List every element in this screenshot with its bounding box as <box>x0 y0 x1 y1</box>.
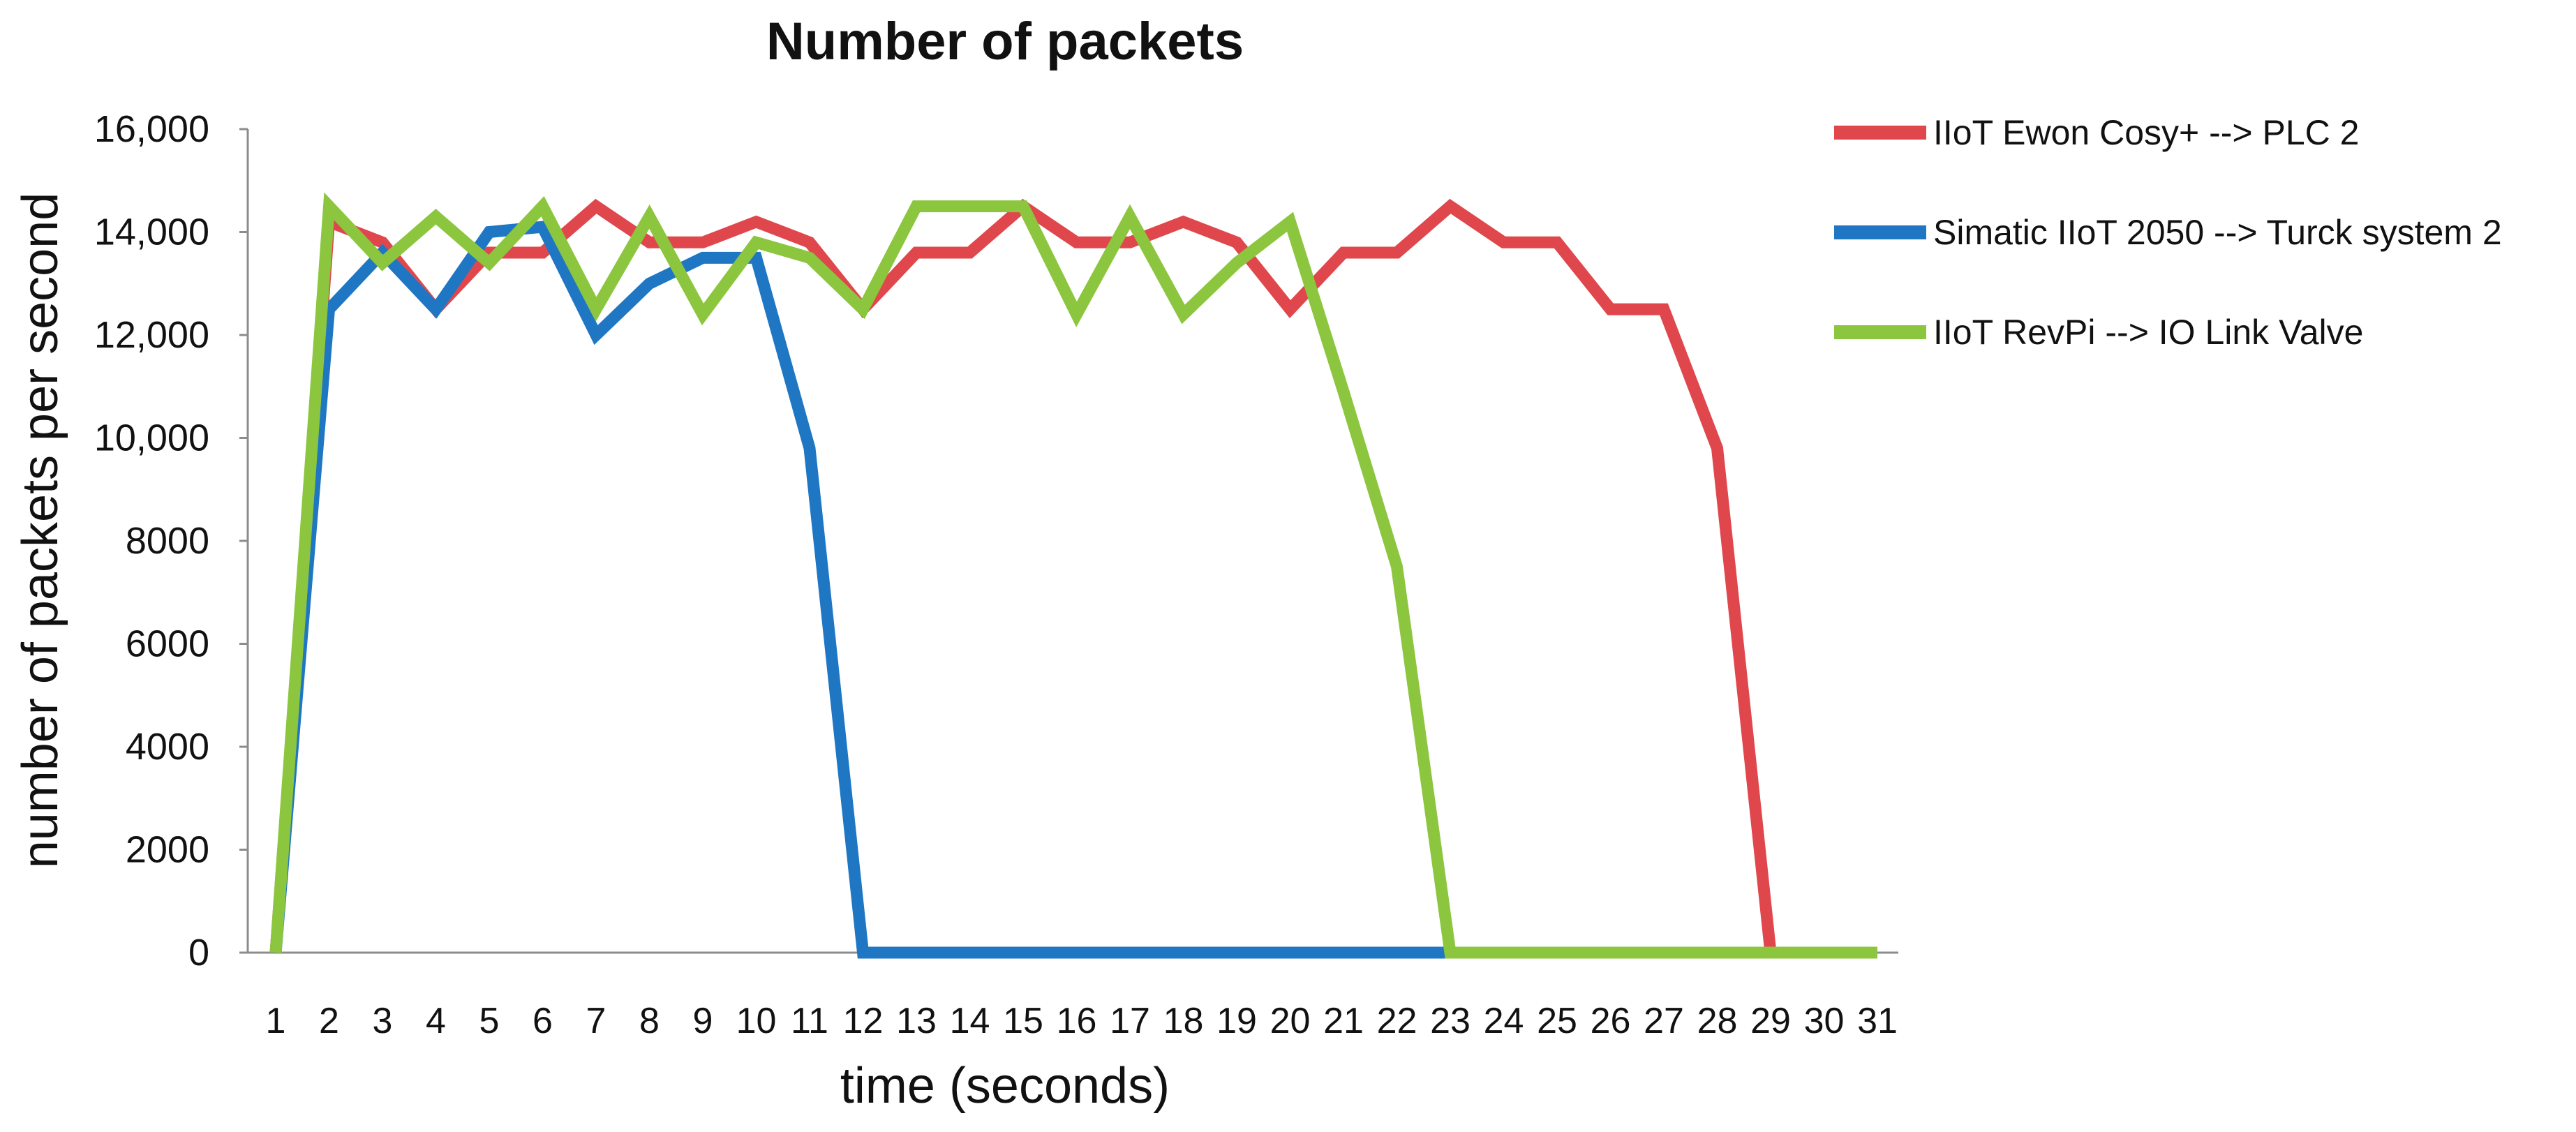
x-tick-label: 25 <box>1537 1001 1577 1041</box>
x-tick-label: 11 <box>791 1001 828 1041</box>
series-line-2 <box>269 221 1450 959</box>
x-tick-label: 26 <box>1591 1001 1631 1041</box>
x-tick-label: 27 <box>1644 1001 1684 1041</box>
y-tick-label: 6000 <box>126 623 209 665</box>
x-tick-label: 7 <box>586 1001 606 1041</box>
x-tick-label: 29 <box>1750 1001 1791 1041</box>
x-tick-label: 2 <box>319 1001 339 1041</box>
y-tick-label: 10,000 <box>94 417 209 459</box>
x-tick-label: 22 <box>1377 1001 1417 1041</box>
chart-title: Number of packets <box>766 12 1244 71</box>
x-tick-label: 16 <box>1057 1001 1097 1041</box>
y-tick-label: 8000 <box>126 520 209 562</box>
x-tick-label: 10 <box>736 1001 777 1041</box>
x-tick-label: 3 <box>373 1001 393 1041</box>
y-tick-label: 14,000 <box>94 211 209 253</box>
x-tick-label: 1 <box>266 1001 286 1041</box>
y-tick-label: 4000 <box>126 726 209 768</box>
x-axis-ticks: 1 2 3 4 5 6 7 8 9 10 11 12 13 14 15 16 17 18 19 20 21 22 23 24 2… <box>266 1001 1898 1041</box>
y-axis-ticks: 0 2000 4000 6000 8000 10,000 12,000 14,000 16,00… <box>94 108 248 974</box>
x-tick-label: 8 <box>639 1001 660 1041</box>
series-line-1 <box>269 198 1877 959</box>
x-tick-label: 24 <box>1484 1001 1524 1041</box>
x-tick-label: 6 <box>533 1001 553 1041</box>
x-tick-label: 13 <box>896 1001 937 1041</box>
x-tick-label: 19 <box>1216 1001 1257 1041</box>
legend: IIoT Ewon Cosy+ --> PLC 2 Simatic IIoT 20… <box>1834 113 2502 352</box>
x-tick-label: 20 <box>1270 1001 1311 1041</box>
x-axis-label: time (seconds) <box>840 1058 1170 1114</box>
x-tick-label: 5 <box>479 1001 500 1041</box>
x-tick-label: 31 <box>1857 1001 1898 1041</box>
x-tick-label: 30 <box>1804 1001 1845 1041</box>
series-line-3 <box>269 192 1877 959</box>
y-tick-label: 12,000 <box>94 314 209 356</box>
x-tick-label: 18 <box>1163 1001 1204 1041</box>
x-tick-label: 9 <box>693 1001 713 1041</box>
x-tick-label: 15 <box>1003 1001 1043 1041</box>
x-tick-label: 21 <box>1323 1001 1364 1041</box>
x-tick-label: 4 <box>426 1001 446 1041</box>
x-tick-label: 17 <box>1110 1001 1150 1041</box>
legend-label-3: IIoT RevPi --> IO Link Valve <box>1933 313 2363 352</box>
legend-label-1: IIoT Ewon Cosy+ --> PLC 2 <box>1933 113 2359 152</box>
y-tick-label: 16,000 <box>94 108 209 150</box>
x-tick-label: 12 <box>843 1001 884 1041</box>
legend-label-2: Simatic IIoT 2050 --> Turck system 2 <box>1933 213 2502 252</box>
x-tick-label: 28 <box>1697 1001 1738 1041</box>
y-tick-label: 0 <box>188 932 209 974</box>
series-lines <box>269 192 1877 959</box>
y-tick-label: 2000 <box>126 829 209 871</box>
x-tick-label: 14 <box>950 1001 990 1041</box>
x-tick-label: 23 <box>1430 1001 1471 1041</box>
y-axis-label: number of packets per second <box>13 193 68 869</box>
